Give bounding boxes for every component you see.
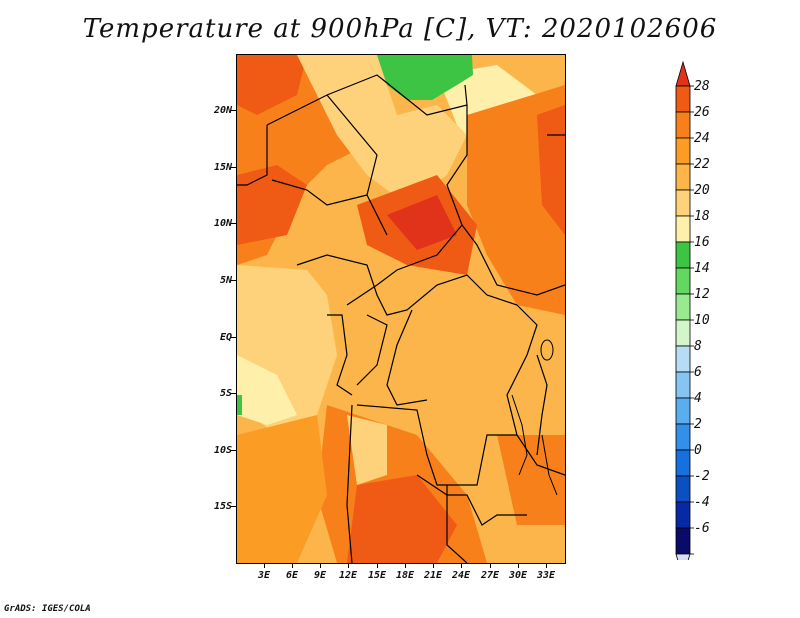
colorbar-swatch xyxy=(675,449,691,477)
colorbar-label-2: 2 xyxy=(694,417,702,432)
colorbar-swatch xyxy=(675,397,691,425)
lat-tick xyxy=(231,280,236,281)
lon-tick xyxy=(546,563,547,568)
colorbar xyxy=(675,60,694,560)
colorbar-label-24: 24 xyxy=(694,131,710,146)
lon-tick xyxy=(377,563,378,568)
lat-tick xyxy=(231,506,236,507)
lat-tick xyxy=(231,110,236,111)
colorbar-swatch xyxy=(675,189,691,217)
lat-label-20n: 20N xyxy=(213,105,232,116)
colorbar-label-minus-4: -4 xyxy=(694,495,710,510)
lon-label-6e: 6E xyxy=(285,570,299,581)
temperature-map xyxy=(236,54,566,564)
colorbar-label-minus-6: -6 xyxy=(694,521,710,536)
colorbar-swatch xyxy=(675,267,691,295)
hot-region-northwest-corner xyxy=(237,55,307,115)
hottest-region-central xyxy=(387,195,457,250)
colorbar-cap-top xyxy=(675,60,691,87)
country-borders xyxy=(237,74,565,563)
colorbar-swatch xyxy=(675,423,691,451)
lon-tick xyxy=(348,563,349,568)
colorbar-label-16: 16 xyxy=(694,235,710,250)
hot-region-south xyxy=(347,475,457,563)
colorbar-label-22: 22 xyxy=(694,157,710,172)
lat-label-eq: EQ xyxy=(219,332,232,343)
colorbar-label-minus-2: -2 xyxy=(694,469,710,484)
lakes xyxy=(511,339,558,496)
colorbar-swatch xyxy=(675,475,691,503)
colorbar-label-20: 20 xyxy=(694,183,710,198)
hot-region-east xyxy=(537,105,565,235)
lat-label-5n: 5N xyxy=(219,275,232,286)
lon-label-3e: 3E xyxy=(257,570,271,581)
colorbar-swatch xyxy=(675,527,691,555)
chart-title: Temperature at 900hPa [C], VT: 202010260… xyxy=(82,14,718,44)
colorbar-swatch xyxy=(675,215,691,243)
colorbar-swatch xyxy=(675,293,691,321)
lon-tick xyxy=(264,563,265,568)
lat-label-15n: 15N xyxy=(213,162,232,173)
lon-label-27e: 27E xyxy=(480,570,500,581)
lon-tick xyxy=(518,563,519,568)
lon-label-18e: 18E xyxy=(395,570,415,581)
mild-region-north xyxy=(297,55,467,205)
warm-region-southwest xyxy=(237,415,327,563)
lat-label-15s: 15S xyxy=(213,501,232,512)
lon-tick xyxy=(320,563,321,568)
lon-label-30e: 30E xyxy=(508,570,528,581)
colorbar-label-14: 14 xyxy=(694,261,710,276)
lat-tick xyxy=(231,167,236,168)
colorbar-label-8: 8 xyxy=(694,339,702,354)
lon-label-9e: 9E xyxy=(313,570,327,581)
cool-spot-west xyxy=(237,395,242,415)
lon-tick xyxy=(292,563,293,568)
lat-tick xyxy=(231,450,236,451)
colorbar-label-12: 12 xyxy=(694,287,710,302)
lon-tick xyxy=(490,563,491,568)
lon-label-15e: 15E xyxy=(367,570,387,581)
colorbar-label-0: 0 xyxy=(694,443,702,458)
lon-label-12e: 12E xyxy=(338,570,358,581)
colorbar-swatch xyxy=(675,345,691,373)
lat-label-10n: 10N xyxy=(213,218,232,229)
colorbar-swatch xyxy=(675,85,691,113)
colorbar-swatch xyxy=(675,241,691,269)
lon-label-21e: 21E xyxy=(423,570,443,581)
colorbar-cap-bottom xyxy=(675,553,691,560)
cool-region-green xyxy=(377,55,473,100)
lon-label-24e: 24E xyxy=(451,570,471,581)
lon-tick xyxy=(461,563,462,568)
colorbar-label-6: 6 xyxy=(694,365,702,380)
colorbar-swatch xyxy=(675,163,691,191)
colorbar-label-18: 18 xyxy=(694,209,710,224)
colorbar-label-26: 26 xyxy=(694,105,710,120)
map-canvas xyxy=(237,55,565,563)
colorbar-label-28: 28 xyxy=(694,79,710,94)
lat-label-5s: 5S xyxy=(219,388,232,399)
colorbar-swatch xyxy=(675,371,691,399)
warm-region-southeast xyxy=(497,435,565,525)
lat-label-10s: 10S xyxy=(213,445,232,456)
footer-credit: GrADS: IGES/COLA xyxy=(4,604,91,614)
mild-region-south xyxy=(347,415,387,485)
colorbar-label-4: 4 xyxy=(694,391,702,406)
colorbar-label-10: 10 xyxy=(694,313,710,328)
colorbar-swatch xyxy=(675,501,691,529)
lon-label-33e: 33E xyxy=(536,570,556,581)
lon-tick xyxy=(405,563,406,568)
lat-tick xyxy=(231,393,236,394)
lon-tick xyxy=(433,563,434,568)
lat-tick xyxy=(231,337,236,338)
colorbar-swatch xyxy=(675,319,691,347)
cool-region-west-coast xyxy=(237,355,297,425)
lat-tick xyxy=(231,223,236,224)
colorbar-swatch xyxy=(675,111,691,139)
colorbar-swatch xyxy=(675,137,691,165)
